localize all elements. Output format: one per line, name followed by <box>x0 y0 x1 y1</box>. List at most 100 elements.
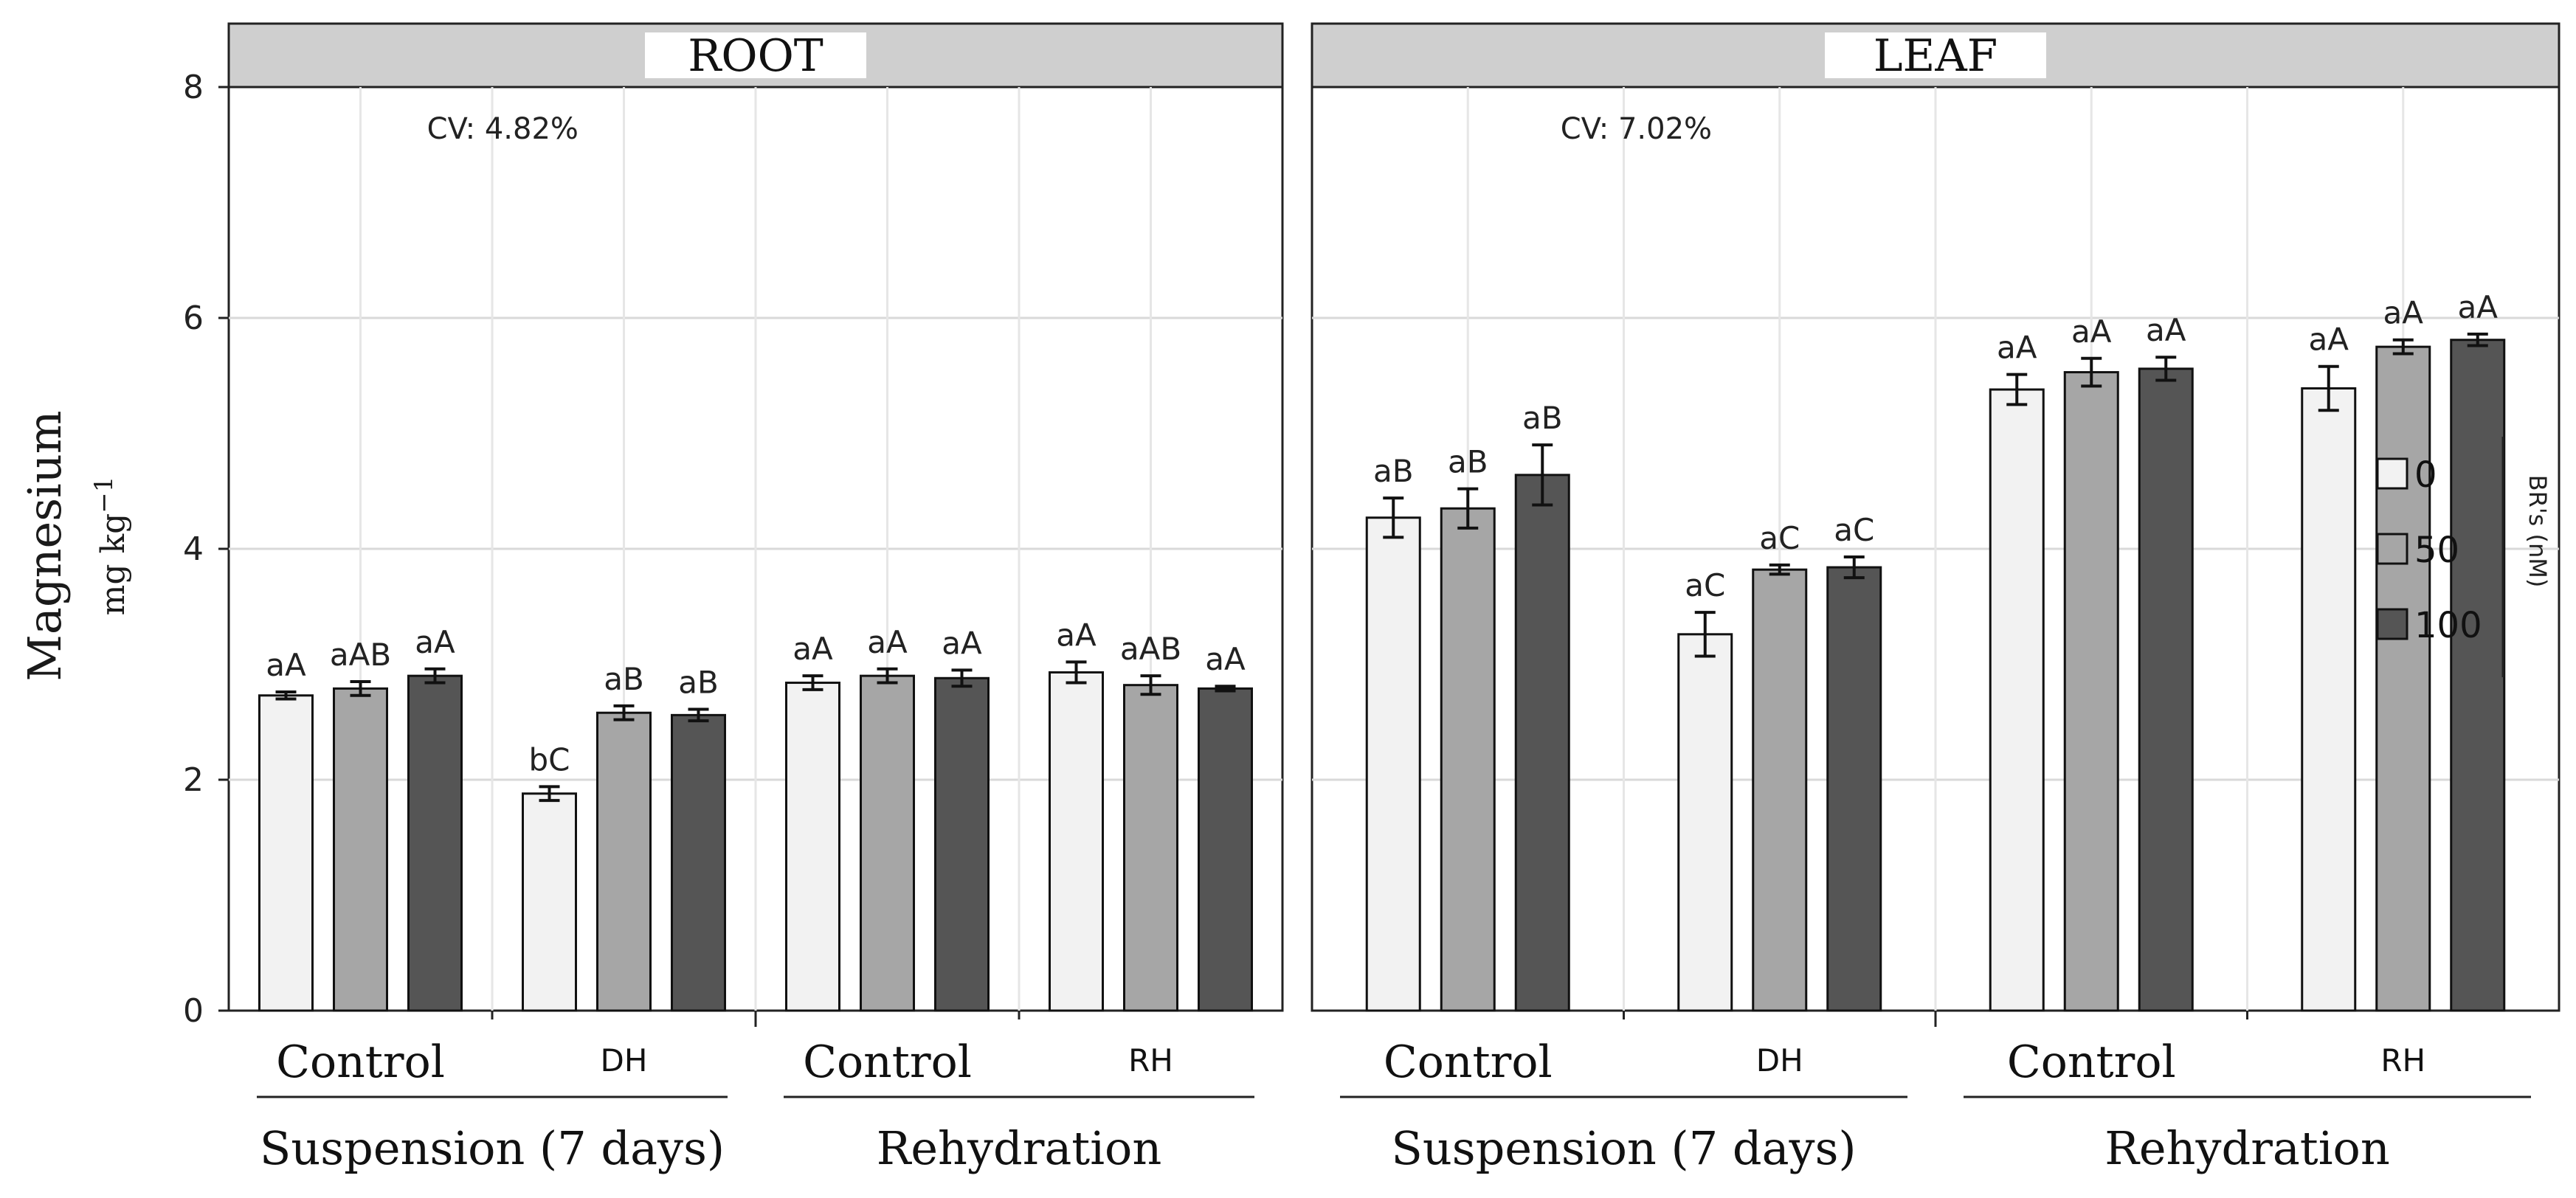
bar <box>785 682 840 1012</box>
significance-letter: aA <box>1056 617 1097 653</box>
significance-letter: aA <box>793 631 833 667</box>
category-label: Control <box>1384 1036 1553 1088</box>
bar <box>333 687 388 1012</box>
significance-letter: aC <box>1685 567 1725 603</box>
error-bar <box>2155 356 2177 382</box>
error-bar <box>688 707 709 723</box>
period-label: Suspension (7 days) <box>1391 1121 1856 1175</box>
error-bar <box>951 668 973 688</box>
significance-letter: aB <box>1448 444 1488 480</box>
y-axis-unit-base: mg kg <box>94 513 132 616</box>
panel-title-box <box>645 32 866 78</box>
bar <box>2301 387 2357 1012</box>
y-tick-label: 0 <box>183 992 204 1030</box>
category-label: Control <box>2007 1036 2176 1088</box>
y-tick-label: 4 <box>183 530 204 568</box>
significance-letter: bC <box>529 741 570 778</box>
category-label: Control <box>276 1036 445 1088</box>
significance-letter: aC <box>1834 512 1874 548</box>
legend-swatch <box>2376 457 2408 490</box>
significance-letter: aA <box>942 625 982 661</box>
bar <box>407 674 463 1012</box>
error-bar <box>2318 364 2339 412</box>
panel-root: ROOT CV: 4.82% aA aAB aA Control bC aB aB DH aA aA a… <box>227 22 1284 1175</box>
error-bar <box>2392 338 2414 356</box>
significance-letter: aA <box>1205 641 1246 677</box>
significance-letter: aA <box>415 624 455 660</box>
legend: 0 50 100 BR's (nM) <box>2376 437 2552 677</box>
bar <box>1752 568 1808 1012</box>
bar <box>2450 339 2506 1012</box>
significance-letter: aB <box>604 661 644 697</box>
error-bar <box>877 667 898 685</box>
bar <box>671 713 726 1012</box>
y-axis-unit-exponent: −1 <box>89 477 119 513</box>
bar <box>522 792 577 1012</box>
significance-letter: aB <box>678 665 719 701</box>
significance-letter: aC <box>1759 520 1800 556</box>
legend-label: 0 <box>2414 454 2437 496</box>
significance-letter: aA <box>2146 312 2186 348</box>
bar <box>1989 388 2045 1012</box>
significance-letter: aAB <box>1120 631 1181 667</box>
legend-title: BR's (nM) <box>2524 475 2552 588</box>
error-bar <box>2006 373 2028 406</box>
panel-title: ROOT <box>688 30 823 82</box>
legend-label: 50 <box>2414 530 2459 571</box>
period-label: Suspension (7 days) <box>260 1121 725 1175</box>
category-label: RH <box>1128 1042 1173 1078</box>
cv-annotation: CV: 4.82% <box>427 112 579 146</box>
chart-panels: ROOT CV: 4.82% aA aAB aA Control bC aB aB DH aA aA a… <box>183 22 2561 1175</box>
error-bar <box>1694 611 1716 658</box>
panel-title: LEAF <box>1874 30 1998 82</box>
y-axis-title: Magnesium mg kg−1 <box>18 410 132 681</box>
period-label: Rehydration <box>877 1121 1162 1175</box>
bar <box>1826 566 1882 1012</box>
legend-label: 100 <box>2414 605 2482 646</box>
y-axis-label: Magnesium <box>18 410 72 681</box>
bar <box>1677 633 1733 1012</box>
significance-letter: aA <box>266 647 306 683</box>
bar <box>1514 474 1570 1012</box>
period-label: Rehydration <box>2104 1121 2390 1175</box>
bar <box>2063 371 2119 1012</box>
error-bar <box>424 667 446 685</box>
error-bar <box>1383 496 1404 539</box>
error-bar <box>2467 332 2488 347</box>
category-label: Control <box>803 1036 972 1088</box>
y-axis: 0 2 4 6 8 <box>183 69 229 1030</box>
legend-swatch <box>2376 533 2408 565</box>
bar <box>258 694 314 1012</box>
error-bar <box>350 679 371 697</box>
error-bar <box>1532 443 1553 507</box>
significance-letter: aA <box>2071 314 2112 350</box>
error-bar <box>275 690 297 701</box>
significance-letter: aB <box>1522 400 1563 436</box>
error-bar <box>1457 487 1479 530</box>
bar <box>1365 516 1421 1012</box>
bar <box>1123 684 1178 1012</box>
bar <box>1049 671 1104 1012</box>
bar <box>2138 367 2194 1012</box>
category-label: RH <box>2380 1042 2425 1078</box>
significance-letter: aA <box>2458 289 2499 325</box>
bar <box>934 676 990 1012</box>
y-axis-unit: mg kg−1 <box>89 477 132 616</box>
significance-letter: aAB <box>330 637 391 673</box>
error-bar <box>2081 356 2102 388</box>
cv-annotation: CV: 7.02% <box>1561 112 1712 146</box>
bar <box>1198 687 1253 1012</box>
error-bar <box>1215 685 1236 693</box>
error-bar <box>1066 660 1087 685</box>
error-bar <box>613 704 635 721</box>
panel-leaf: LEAF CV: 7.02% aB aB aB Control aC aC aC DH aA aA aA… <box>1311 22 2561 1175</box>
error-bar <box>802 674 823 691</box>
category-label: DH <box>601 1042 648 1078</box>
y-tick-label: 2 <box>183 761 204 799</box>
error-bar <box>539 785 560 803</box>
error-bar <box>1843 555 1865 580</box>
y-tick-label: 6 <box>183 300 204 337</box>
y-tick-label: 8 <box>183 69 204 106</box>
legend-swatch <box>2376 608 2408 640</box>
